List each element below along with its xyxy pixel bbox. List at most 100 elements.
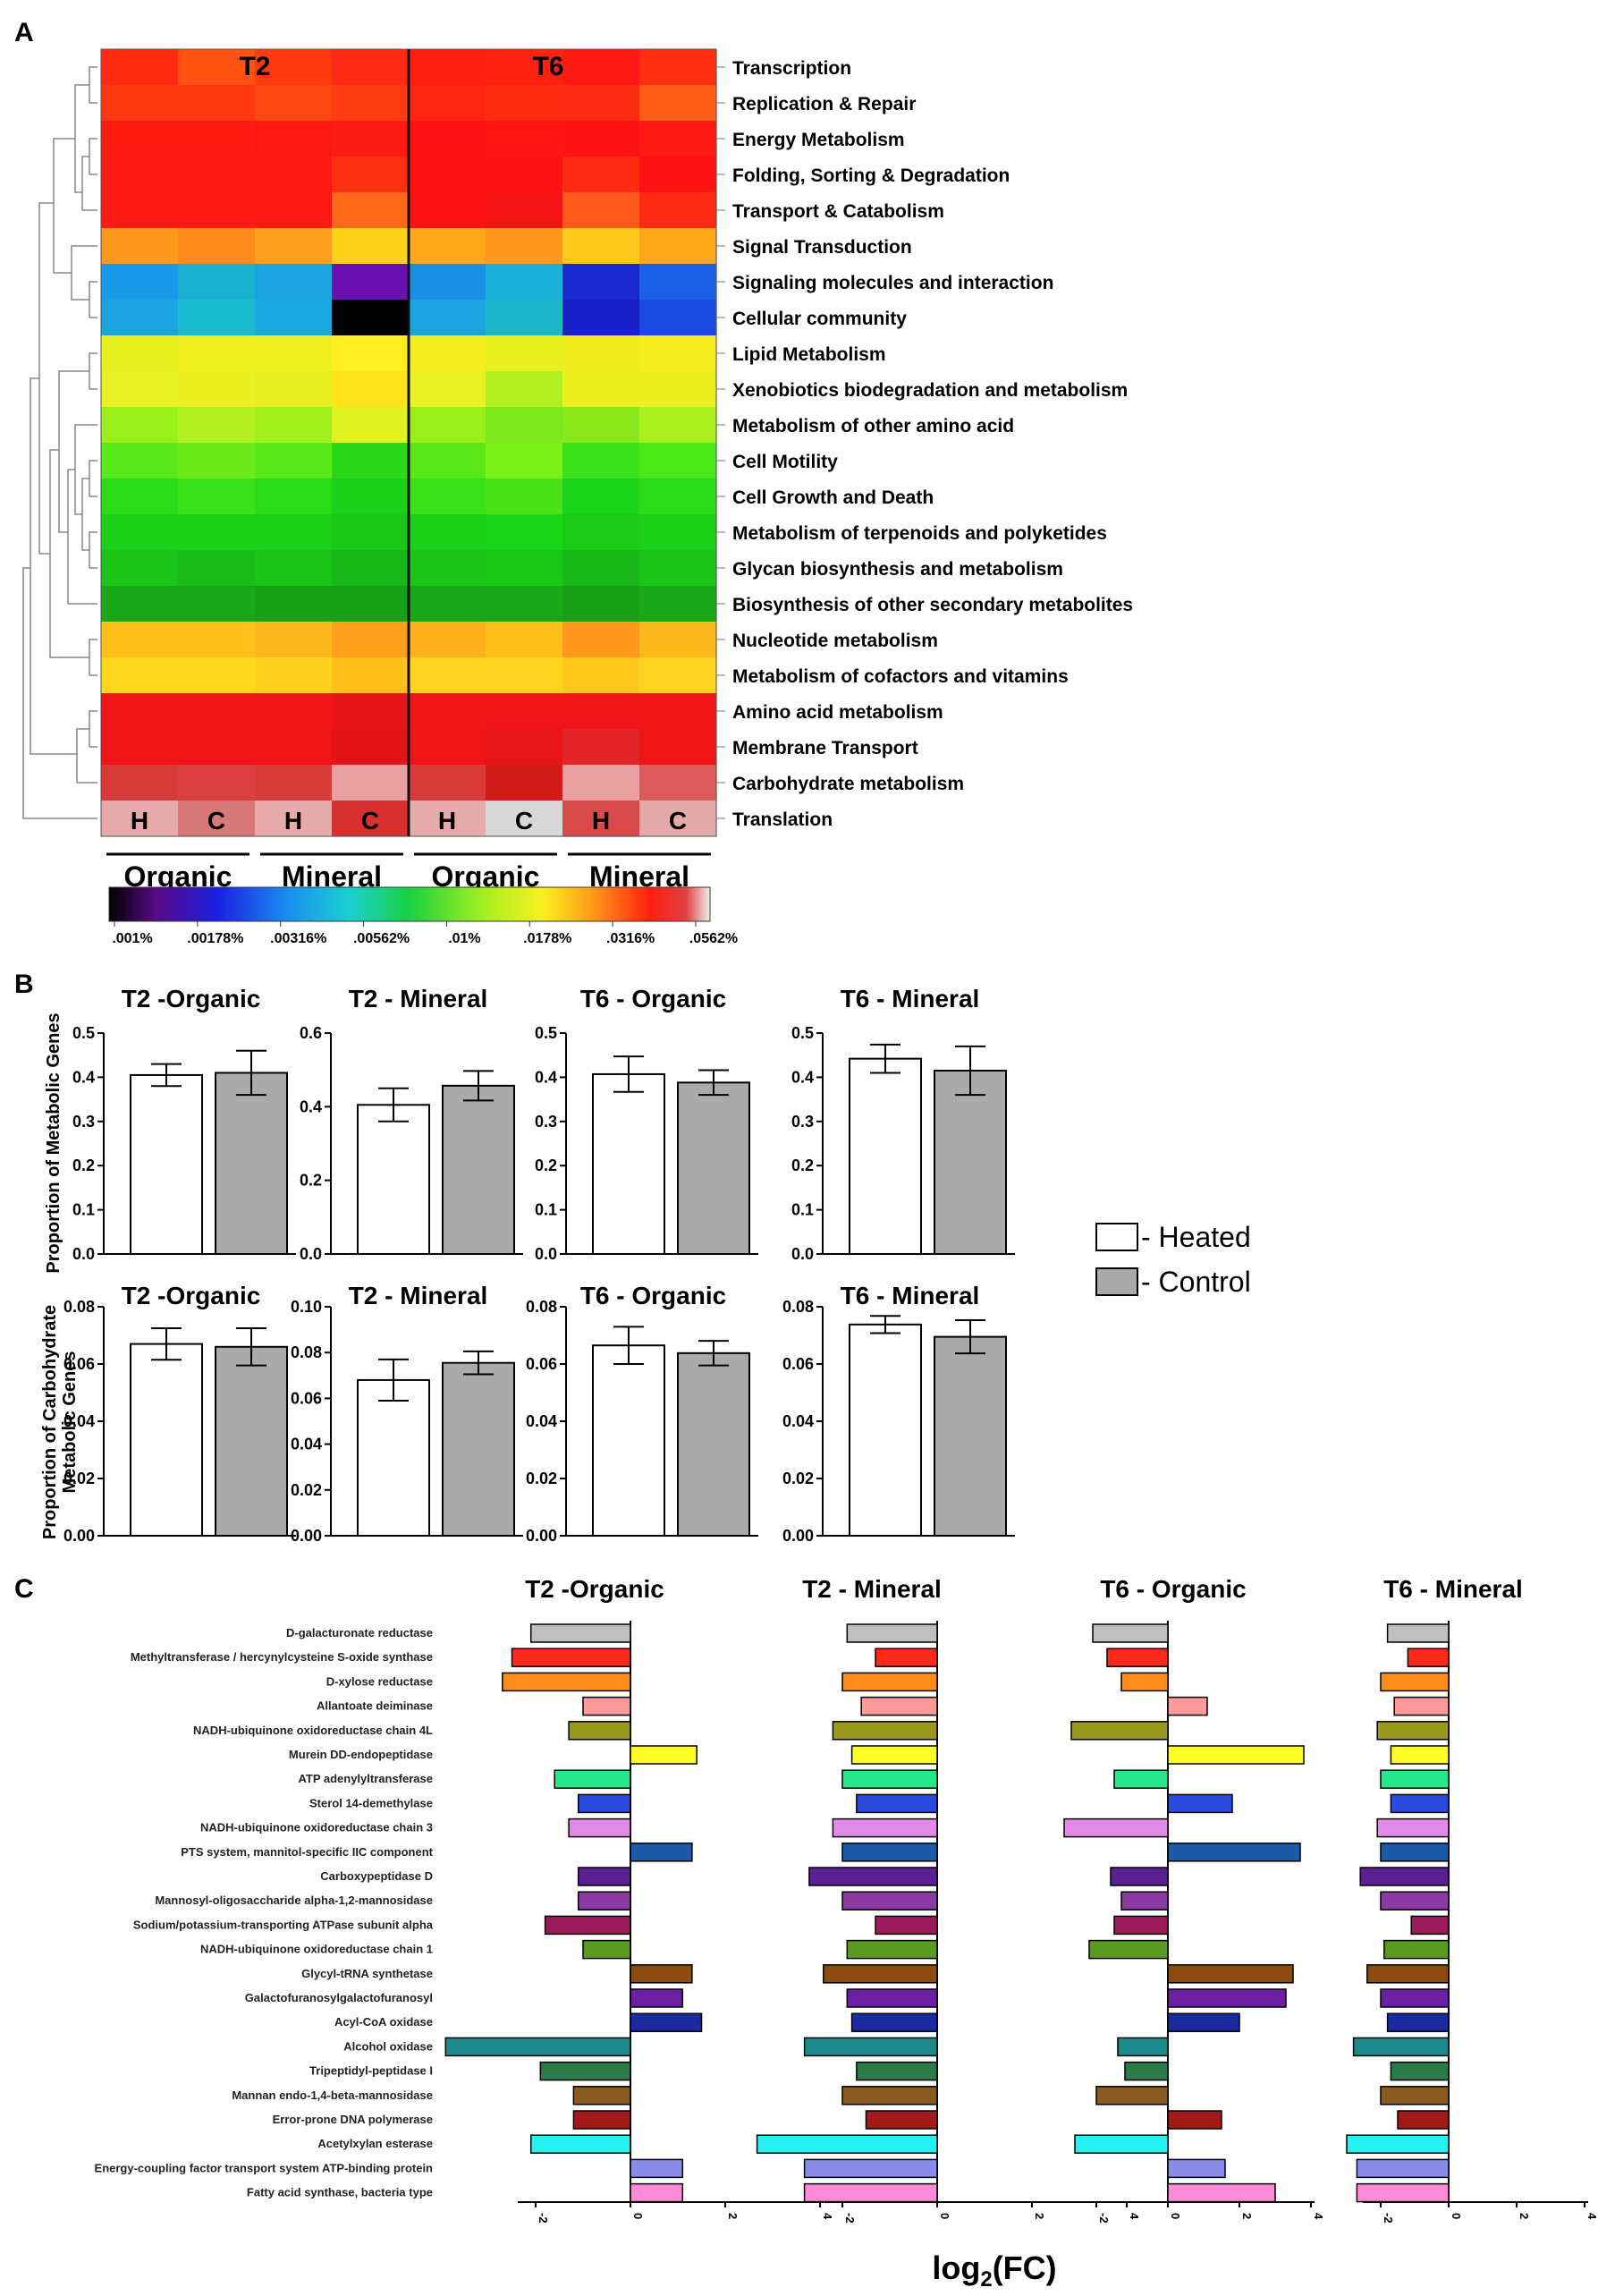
heatmap-cell-folding-sorting-degradation-col6: [486, 157, 563, 193]
bar-y-tick-label: 0.2: [535, 1156, 557, 1174]
bar-y-tick-label: 0.5: [791, 1024, 814, 1042]
heatmap-cell-cell-growth-and-death-col5: [409, 479, 486, 515]
heatmap-column-label-2: C: [207, 807, 225, 835]
legend-swatch-control: [1095, 1267, 1138, 1296]
bar-y-tick-label: 0.0: [535, 1245, 557, 1263]
heatmap-cell-translation-col4: [332, 801, 410, 837]
bar-heated: [849, 1057, 922, 1255]
heatmap-cell-replication-repair-col3: [255, 85, 333, 122]
heatmap-row-label-cell-growth-and-death: Cell Growth and Death: [732, 487, 934, 508]
heatmap-cell-metabolism-of-cofactors-and-vitamins-col2: [178, 657, 256, 694]
heatmap-column-label-8: C: [669, 807, 687, 835]
heatmap-cell-glycan-biosynthesis-and-metabolism-col4: [332, 550, 410, 587]
fold-change-chart-t6-mineral: T6 - Mineral -2 0 2 4: [1346, 1575, 1598, 2224]
heatmap-cell-lipid-metabolism-col1: [101, 335, 179, 372]
heatmap-cell-amino-acid-metabolism-col8: [639, 693, 717, 730]
heatmap-cell-folding-sorting-degradation-col5: [409, 157, 486, 193]
fold-change-x-tick-label: -2: [537, 2213, 550, 2224]
bar-y-tick-label: 0.5: [72, 1024, 95, 1042]
bar-y-axis-label-carbohydrate-line2: Metabolic Genes: [60, 1351, 80, 1494]
fold-change-bar-fatty-acid-synthase-bacteria-type: [630, 2182, 684, 2203]
heatmap-row-label-transport-catabolism: Transport & Catabolism: [732, 201, 944, 222]
fold-change-bar-acyl-coa-oxidase: [1167, 2012, 1240, 2032]
gene-label-mannosyl-oligosaccharide-alpha-1-2-mannosidase: Mannosyl-oligosaccharide alpha-1,2-manno…: [155, 1894, 433, 1907]
panel-b-bar-charts: B T2 -Organic 0.0 0.1 0.2 0.3 0.4 0.5 T2 - Miner…: [14, 970, 1251, 1545]
fold-change-bar-acetylxylan-esterase: [756, 2134, 938, 2154]
heatmap-cell-cell-growth-and-death-col8: [639, 479, 717, 515]
bar-y-tick-label: 0.10: [291, 1298, 322, 1316]
bar-subplot-1-t6-mineral: T6 - Mineral 0.0 0.1 0.2 0.3 0.4 0.5: [791, 985, 1015, 1263]
heatmap-cell-cell-growth-and-death-col6: [486, 479, 563, 515]
fold-change-bar-galactofuranosylgalactofuranosyl: [846, 1988, 938, 2008]
bar-y-tick-label: 0.00: [291, 1527, 322, 1545]
heatmap-cell-replication-repair-col4: [332, 85, 410, 122]
heatmap-cell-xenobiotics-biodegradation-and-metabolism-col8: [639, 371, 717, 408]
dendrogram-branch-13: [67, 469, 97, 605]
fold-change-x-tick-label: 4: [821, 2213, 834, 2220]
heatmap-cell-energy-metabolism-col4: [332, 121, 410, 157]
heatmap-time-label-t6: T6: [532, 52, 563, 81]
fold-change-bar-sterol-14-demethylase: [1167, 1793, 1233, 1814]
heatmap-cell-transcription-col7: [562, 49, 640, 86]
colorbar: [108, 886, 711, 922]
heatmap-cell-signaling-molecules-and-interaction-col8: [639, 264, 717, 301]
dendrogram-branch-18: [89, 710, 97, 748]
panel-b-label: B: [14, 970, 34, 999]
fold-change-bar-mannosyl-oligosaccharide-alpha-1-2-mannosidase: [1120, 1891, 1169, 1911]
heatmap-cell-transport-catabolism-col3: [255, 192, 333, 229]
heatmap-cell-xenobiotics-biodegradation-and-metabolism-col5: [409, 371, 486, 408]
bar-heated: [592, 1344, 665, 1537]
bar-control: [215, 1345, 288, 1538]
heatmap-cell-cellular-community-col2: [178, 300, 256, 336]
fold-change-bar-d-xylose-reductase: [1380, 1672, 1450, 1692]
dendrogram-branch-3: [81, 156, 97, 211]
heatmap-cell-translation-col7: [562, 801, 640, 837]
heatmap-cell-signaling-molecules-and-interaction-col2: [178, 264, 256, 301]
heatmap-row-label-transcription: Transcription: [732, 58, 851, 79]
heatmap-cell-cellular-community-col3: [255, 300, 333, 336]
fold-change-bar-tripeptidyl-peptidase-i: [539, 2061, 631, 2081]
fold-change-bar-allantoate-deiminase: [1167, 1696, 1208, 1716]
heatmap-cell-cell-motility-col5: [409, 443, 486, 479]
heatmap-cell-energy-metabolism-col5: [409, 121, 486, 157]
colorbar-tick-label-7: .0316%: [606, 931, 655, 946]
bar-y-axis-label-metabolic: Proportion of Metabolic Genes: [44, 1012, 63, 1273]
heatmap-row-label-xenobiotics-biodegradation-and-metabolism: Xenobiotics biodegradation and metabolis…: [732, 380, 1128, 401]
fold-change-bar-nadh-ubiquinone-oxidoreductase-chain-3: [832, 1817, 938, 1838]
fold-change-bar-nadh-ubiquinone-oxidoreductase-chain-1: [1088, 1939, 1169, 1960]
heatmap-cell-transport-catabolism-col4: [332, 192, 410, 229]
heatmap-cell-signal-transduction-col3: [255, 228, 333, 265]
heatmap-cell-cellular-community-col1: [101, 300, 179, 336]
heatmap-cell-glycan-biosynthesis-and-metabolism-col1: [101, 550, 179, 587]
gene-label-allantoate-deiminase: Allantoate deiminase: [317, 1699, 433, 1713]
heatmap-row-label-biosynthesis-of-other-secondary-metabolites: Biosynthesis of other secondary metaboli…: [732, 595, 1133, 615]
bar-y-tick-label: 0.04: [526, 1412, 557, 1430]
bar-y-tick-label: 0.08: [782, 1298, 814, 1316]
heatmap-cell-transcription-col6: [486, 49, 563, 86]
gene-label-fatty-acid-synthase-bacteria-type: Fatty acid synthase, bacteria type: [247, 2186, 433, 2199]
heatmap-row-label-energy-metabolism: Energy Metabolism: [732, 130, 905, 150]
heatmap-cell-metabolism-of-terpenoids-and-polyketides-col1: [101, 514, 179, 551]
fold-change-bar-nadh-ubiquinone-oxidoreductase-chain-1: [846, 1939, 938, 1960]
fold-change-bar-sodium-potassium-transporting-atpase-subunit-alpha: [875, 1915, 938, 1936]
fold-change-bar-galactofuranosylgalactofuranosyl: [1167, 1988, 1287, 2008]
heatmap-cell-carbohydrate-metabolism-col6: [486, 765, 563, 801]
fold-change-bar-error-prone-dna-polymerase: [1167, 2110, 1222, 2130]
heatmap-row-label-metabolism-of-terpenoids-and-polyketides: Metabolism of terpenoids and polyketides: [732, 523, 1107, 544]
heatmap-cell-signal-transduction-col1: [101, 228, 179, 265]
fold-change-bar-tripeptidyl-peptidase-i: [1390, 2061, 1450, 2081]
bar-subplot-title: T2 - Mineral: [349, 1282, 488, 1309]
heatmap-cell-xenobiotics-biodegradation-and-metabolism-col7: [562, 371, 640, 408]
heatmap-cell-transport-catabolism-col5: [409, 192, 486, 229]
fold-change-bar-sterol-14-demethylase: [856, 1793, 938, 1814]
heatmap-cell-transport-catabolism-col6: [486, 192, 563, 229]
fold-change-bar-pts-system-mannitol-specific-iic-component: [1380, 1843, 1450, 1862]
fold-change-bar-error-prone-dna-polymerase: [1397, 2110, 1450, 2130]
fold-change-bar-tripeptidyl-peptidase-i: [856, 2061, 938, 2081]
fold-change-bar-error-prone-dna-polymerase: [865, 2110, 938, 2130]
heatmap-cell-amino-acid-metabolism-col3: [255, 693, 333, 730]
heatmap-cell-carbohydrate-metabolism-col1: [101, 765, 179, 801]
bar-y-tick-label: 0.04: [291, 1436, 322, 1453]
fold-change-bar-sodium-potassium-transporting-atpase-subunit-alpha: [1410, 1915, 1450, 1936]
heatmap-row-label-amino-acid-metabolism: Amino acid metabolism: [732, 702, 943, 723]
